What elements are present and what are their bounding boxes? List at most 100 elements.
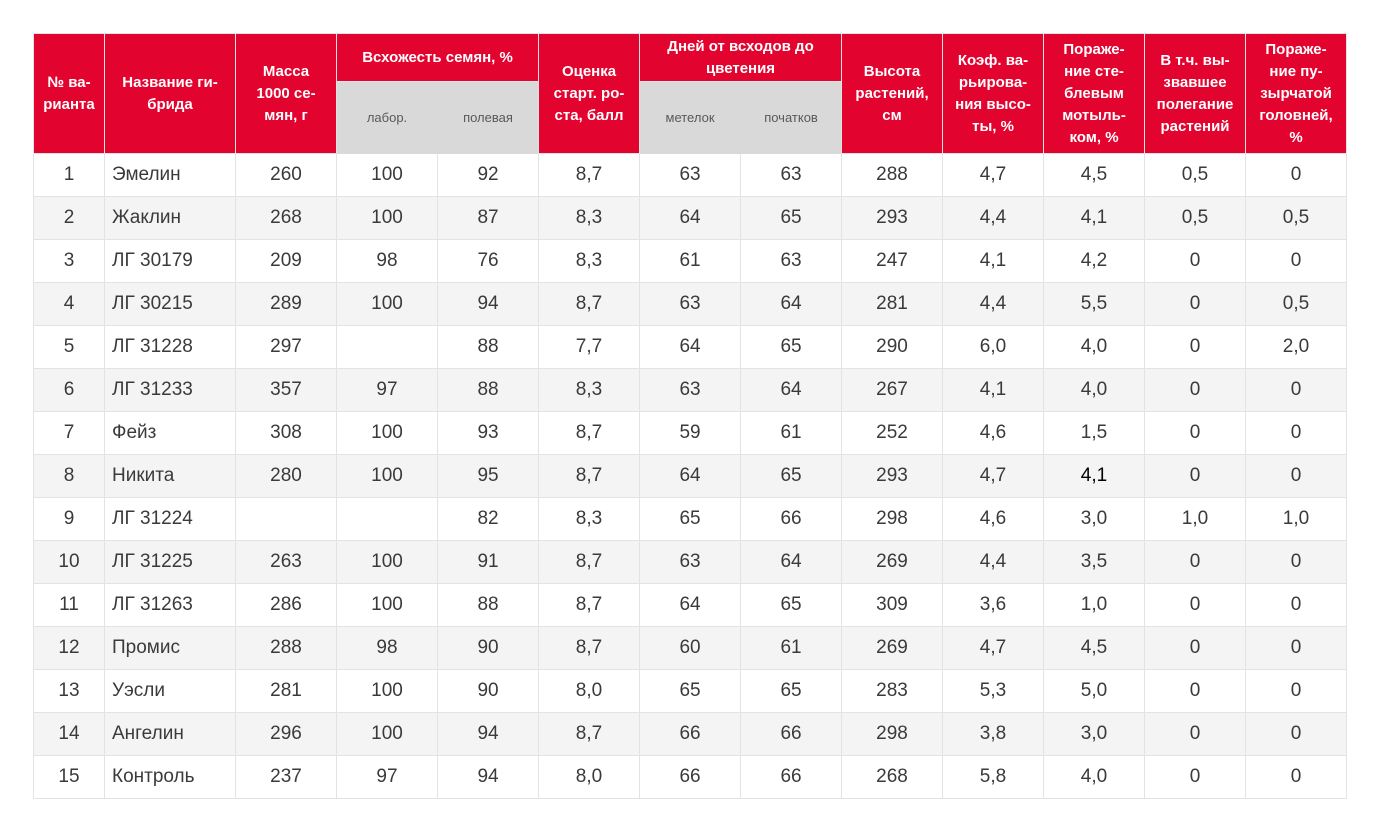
cell-height-variation: 4,7 [942, 454, 1045, 498]
cell-germination-field: 90 [436, 626, 540, 670]
cell-seed-mass: 357 [235, 368, 337, 412]
table-row: 12 Промис 288 98 90 8,7 60 61 269 4,7 4,5 0 0 [33, 626, 1348, 670]
cell-stem-borer-damage: 4,2 [1043, 239, 1146, 283]
cell-seed-mass: 260 [235, 153, 337, 197]
cell-germination-field: 94 [436, 282, 540, 326]
table-row: 14 Ангелин 296 100 94 8,7 66 66 298 3,8 3,0 0 0 [33, 712, 1348, 756]
cell-height-variation: 5,8 [942, 755, 1045, 799]
cell-seed-mass: 281 [235, 669, 337, 713]
cell-days-cobs: 64 [740, 282, 843, 326]
cell-plant-height: 269 [841, 626, 944, 670]
cell-days-cobs: 65 [740, 454, 843, 498]
cell-blister-smut-damage: 0 [1245, 411, 1348, 455]
cell-height-variation: 6,0 [942, 325, 1045, 369]
cell-plant-height: 267 [841, 368, 944, 412]
cell-days-cobs: 61 [740, 626, 843, 670]
cell-stem-borer-damage: 3,0 [1043, 712, 1146, 756]
header-plant-height: Высота растений, см [841, 33, 944, 154]
cell-plant-height: 293 [841, 454, 944, 498]
cell-plant-height: 247 [841, 239, 944, 283]
cell-days-cobs: 64 [740, 540, 843, 584]
cell-variant: 3 [33, 239, 105, 283]
table-row: 13 Уэсли 281 100 90 8,0 65 65 283 5,3 5,0 0 0 [33, 669, 1348, 713]
cell-days-panicles: 63 [639, 368, 742, 412]
table-row: 4 ЛГ 30215 289 100 94 8,7 63 64 281 4,4 5,5 0 0,5 [33, 282, 1348, 326]
cell-start-growth: 8,7 [538, 411, 641, 455]
table-row: 6 ЛГ 31233 357 97 88 8,3 63 64 267 4,1 4,0 0 0 [33, 368, 1348, 412]
cell-start-growth: 8,7 [538, 454, 641, 498]
cell-days-panicles: 63 [639, 282, 742, 326]
cell-hybrid-name: ЛГ 30179 [104, 239, 236, 283]
cell-start-growth: 8,7 [538, 540, 641, 584]
cell-germination-field: 95 [436, 454, 540, 498]
cell-days-panicles: 59 [639, 411, 742, 455]
cell-germination-lab [336, 497, 438, 541]
cell-height-variation: 3,8 [942, 712, 1045, 756]
cell-start-growth: 8,7 [538, 712, 641, 756]
cell-germination-lab: 100 [336, 712, 438, 756]
cell-height-variation: 4,4 [942, 540, 1045, 584]
cell-days-panicles: 63 [639, 540, 742, 584]
cell-variant: 6 [33, 368, 105, 412]
cell-hybrid-name: ЛГ 31263 [104, 583, 236, 627]
header-germination-lab: лабор. [336, 81, 438, 154]
cell-variant: 12 [33, 626, 105, 670]
header-lodging: В т.ч. вы-звавшее полегание растений [1144, 33, 1247, 154]
cell-germination-field: 88 [436, 368, 540, 412]
cell-germination-lab [336, 325, 438, 369]
cell-variant: 10 [33, 540, 105, 584]
cell-germination-lab: 100 [336, 540, 438, 584]
header-days-to-flowering: Дней от всходов до цветения [639, 33, 843, 82]
cell-start-growth: 8,0 [538, 669, 641, 713]
cell-blister-smut-damage: 0,5 [1245, 282, 1348, 326]
cell-seed-mass: 286 [235, 583, 337, 627]
table-row: 9 ЛГ 31224 82 8,3 65 66 298 4,6 3,0 1,0 1,0 [33, 497, 1348, 541]
cell-days-cobs: 65 [740, 583, 843, 627]
table-row: 5 ЛГ 31228 297 88 7,7 64 65 290 6,0 4,0 0 2,0 [33, 325, 1348, 369]
header-germination: Всхожесть семян, % [335, 33, 540, 82]
cell-seed-mass: 289 [235, 282, 337, 326]
cell-blister-smut-damage: 0,5 [1245, 196, 1348, 240]
cell-blister-smut-damage: 0 [1245, 755, 1348, 799]
cell-blister-smut-damage: 0 [1245, 626, 1348, 670]
cell-stem-borer-damage: 4,0 [1043, 325, 1146, 369]
cell-days-panicles: 64 [639, 325, 742, 369]
table-row: 3 ЛГ 30179 209 98 76 8,3 61 63 247 4,1 4,2 0 0 [33, 239, 1348, 283]
cell-variant: 4 [33, 282, 105, 326]
header-blister-smut-damage: Пораже-ние пу-зырчатой головней,% [1245, 33, 1348, 154]
cell-germination-field: 87 [436, 196, 540, 240]
cell-days-panicles: 66 [639, 712, 742, 756]
table-row: 2 Жаклин 268 100 87 8,3 64 65 293 4,4 4,1 0,5 0,5 [33, 196, 1348, 240]
cell-days-cobs: 61 [740, 411, 843, 455]
cell-plant-height: 281 [841, 282, 944, 326]
header-days-cobs: початков [740, 81, 843, 154]
cell-stem-borer-damage: 4,0 [1043, 755, 1146, 799]
cell-seed-mass: 280 [235, 454, 337, 498]
cell-days-panicles: 60 [639, 626, 742, 670]
cell-start-growth: 8,3 [538, 196, 641, 240]
cell-germination-field: 92 [436, 153, 540, 197]
cell-lodging: 0 [1144, 368, 1247, 412]
cell-days-cobs: 66 [740, 755, 843, 799]
cell-height-variation: 4,7 [942, 626, 1045, 670]
header-stem-borer-damage: Пораже-ние сте-блевым мотыль-ком, % [1043, 33, 1146, 154]
cell-seed-mass: 268 [235, 196, 337, 240]
table-body: 1 Эмелин 260 100 92 8,7 63 63 288 4,7 4,5 0,5 0 2 Жакл… [33, 153, 1348, 799]
cell-stem-borer-damage: 4,5 [1043, 153, 1146, 197]
cell-blister-smut-damage: 0 [1245, 454, 1348, 498]
cell-days-cobs: 63 [740, 239, 843, 283]
header-variant: № ва-рианта [33, 33, 105, 154]
cell-hybrid-name: Контроль [104, 755, 236, 799]
cell-lodging: 0,5 [1144, 153, 1247, 197]
table-row: 8 Никита 280 100 95 8,7 64 65 293 4,7 4,1 0 0 [33, 454, 1348, 498]
cell-blister-smut-damage: 0 [1245, 669, 1348, 713]
cell-germination-lab: 97 [336, 755, 438, 799]
cell-lodging: 0 [1144, 669, 1247, 713]
cell-germination-field: 82 [436, 497, 540, 541]
cell-start-growth: 8,3 [538, 239, 641, 283]
cell-variant: 2 [33, 196, 105, 240]
cell-days-cobs: 65 [740, 196, 843, 240]
cell-lodging: 0 [1144, 712, 1247, 756]
cell-variant: 5 [33, 325, 105, 369]
cell-days-panicles: 64 [639, 196, 742, 240]
